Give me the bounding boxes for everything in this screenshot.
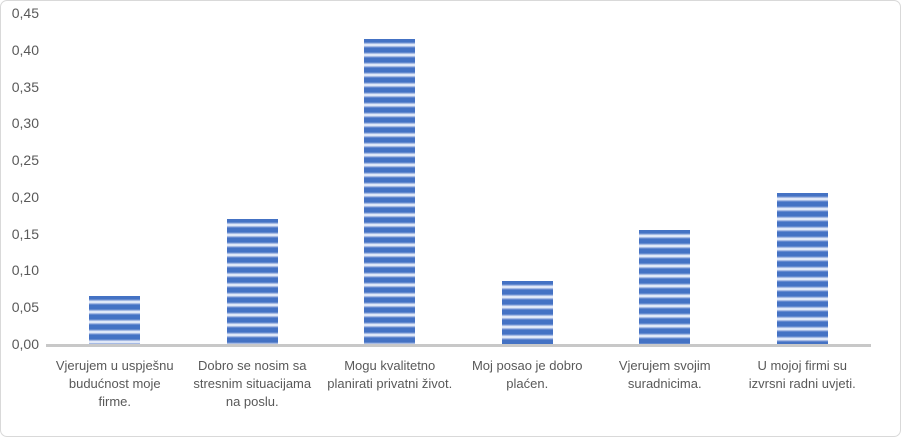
bar[interactable] — [639, 229, 691, 344]
x-axis-category-label: Moj posao je dobro plaćen. — [471, 358, 583, 391]
y-axis-tick-label: 0,45 — [11, 5, 39, 21]
x-axis-category-label: Mogu kvalitetno planirati privatni život. — [327, 358, 453, 391]
bar[interactable] — [226, 218, 278, 344]
x-axis-category-label: Vjerujem svojim suradnicima. — [618, 358, 711, 391]
y-axis-tick-label: 0,10 — [11, 262, 39, 279]
y-axis-tick-label: 0,35 — [11, 78, 39, 95]
y-axis-tick-label: 0,25 — [11, 152, 39, 169]
bar[interactable] — [364, 38, 416, 344]
y-axis-tick-label: 0,20 — [11, 188, 39, 205]
x-axis-line — [46, 344, 871, 347]
bar[interactable] — [89, 296, 141, 344]
y-axis-tick-label: 0,30 — [11, 115, 39, 132]
y-axis-tick-label: 0,40 — [11, 41, 39, 58]
x-axis-category-label: Dobro se nosim sa stresnim situacijama na … — [193, 358, 312, 409]
bar[interactable] — [776, 193, 828, 344]
y-axis-tick-label: 0,00 — [11, 336, 39, 352]
bar[interactable] — [501, 281, 553, 344]
y-axis-tick-label: 0,15 — [11, 225, 39, 242]
x-axis-category-label: U mojoj firmi su izvrsni radni uvjeti. — [748, 358, 856, 391]
y-axis-tick-label: 0,05 — [11, 299, 39, 316]
x-axis-category-label: Vjerujem u uspješnu budućnost moje firme. — [55, 358, 174, 409]
